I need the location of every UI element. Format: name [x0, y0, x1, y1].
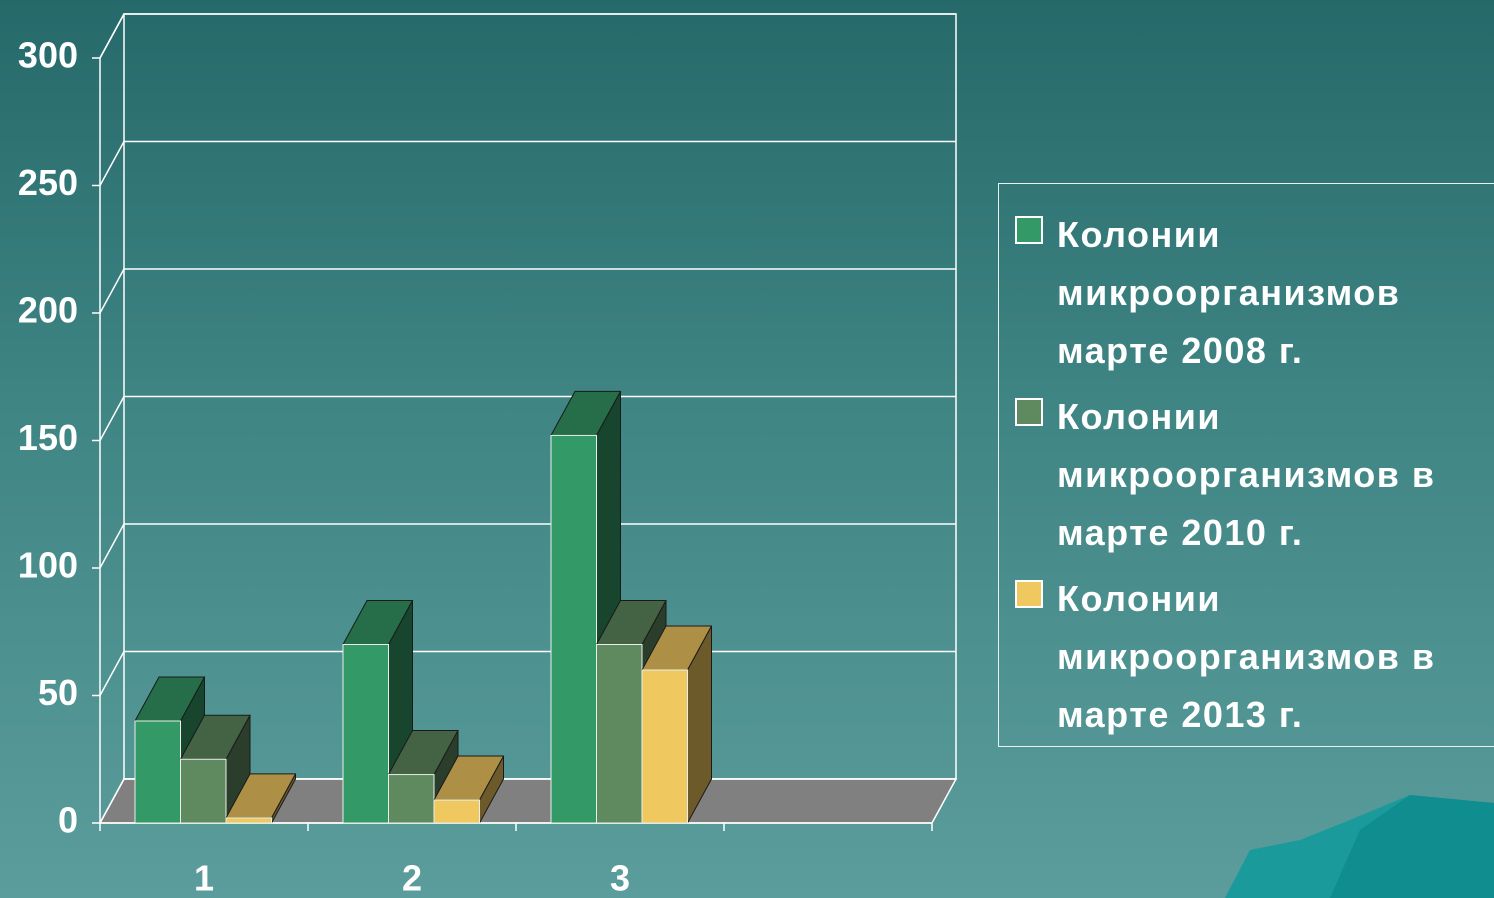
grid-line [100, 14, 956, 58]
y-tick-label: 50 [38, 672, 78, 713]
grid-line [100, 269, 956, 313]
y-tick-label: 200 [18, 290, 78, 331]
x-tick-label: 1 [194, 858, 214, 898]
legend-label: Колонии микроорганизмов в марте 2013 г. [1057, 570, 1494, 744]
legend-swatch [1015, 398, 1043, 426]
legend-item: Колонии микроорганизмов марте 2008 г. [1015, 206, 1494, 380]
y-tick-label: 150 [18, 417, 78, 458]
page: 0 50 100 150 200 250 300 1 2 3 Колонии микроорган… [0, 0, 1494, 898]
grid-line [100, 397, 956, 441]
legend-item: Колонии микроорганизмов в марте 2010 г. [1015, 388, 1494, 562]
bar-front [597, 645, 643, 824]
legend-item: Колонии микроорганизмов в марте 2013 г. [1015, 570, 1494, 744]
legend-swatch [1015, 216, 1043, 244]
bar-front [181, 759, 227, 823]
bar [642, 626, 712, 823]
bar-front [135, 721, 181, 823]
grid-line [100, 524, 956, 568]
y-tick-label: 250 [18, 162, 78, 203]
y-tick-label: 0 [58, 800, 78, 841]
grid-line [100, 652, 956, 696]
x-tick-label: 3 [610, 858, 630, 898]
bar-front [343, 645, 389, 824]
bar-front [434, 800, 480, 823]
bar-front [226, 818, 272, 823]
decoration [1330, 795, 1494, 898]
x-tick-label: 2 [402, 858, 422, 898]
legend-swatch [1015, 580, 1043, 608]
y-tick-label: 100 [18, 545, 78, 586]
grid-line [100, 142, 956, 186]
legend: Колонии микроорганизмов марте 2008 г.Кол… [998, 183, 1494, 747]
bar-front [642, 670, 688, 823]
bar-front [389, 775, 435, 823]
bar-front [551, 435, 597, 823]
y-tick-label: 300 [18, 35, 78, 76]
legend-label: Колонии микроорганизмов в марте 2010 г. [1057, 388, 1494, 562]
legend-label: Колонии микроорганизмов марте 2008 г. [1057, 206, 1494, 380]
